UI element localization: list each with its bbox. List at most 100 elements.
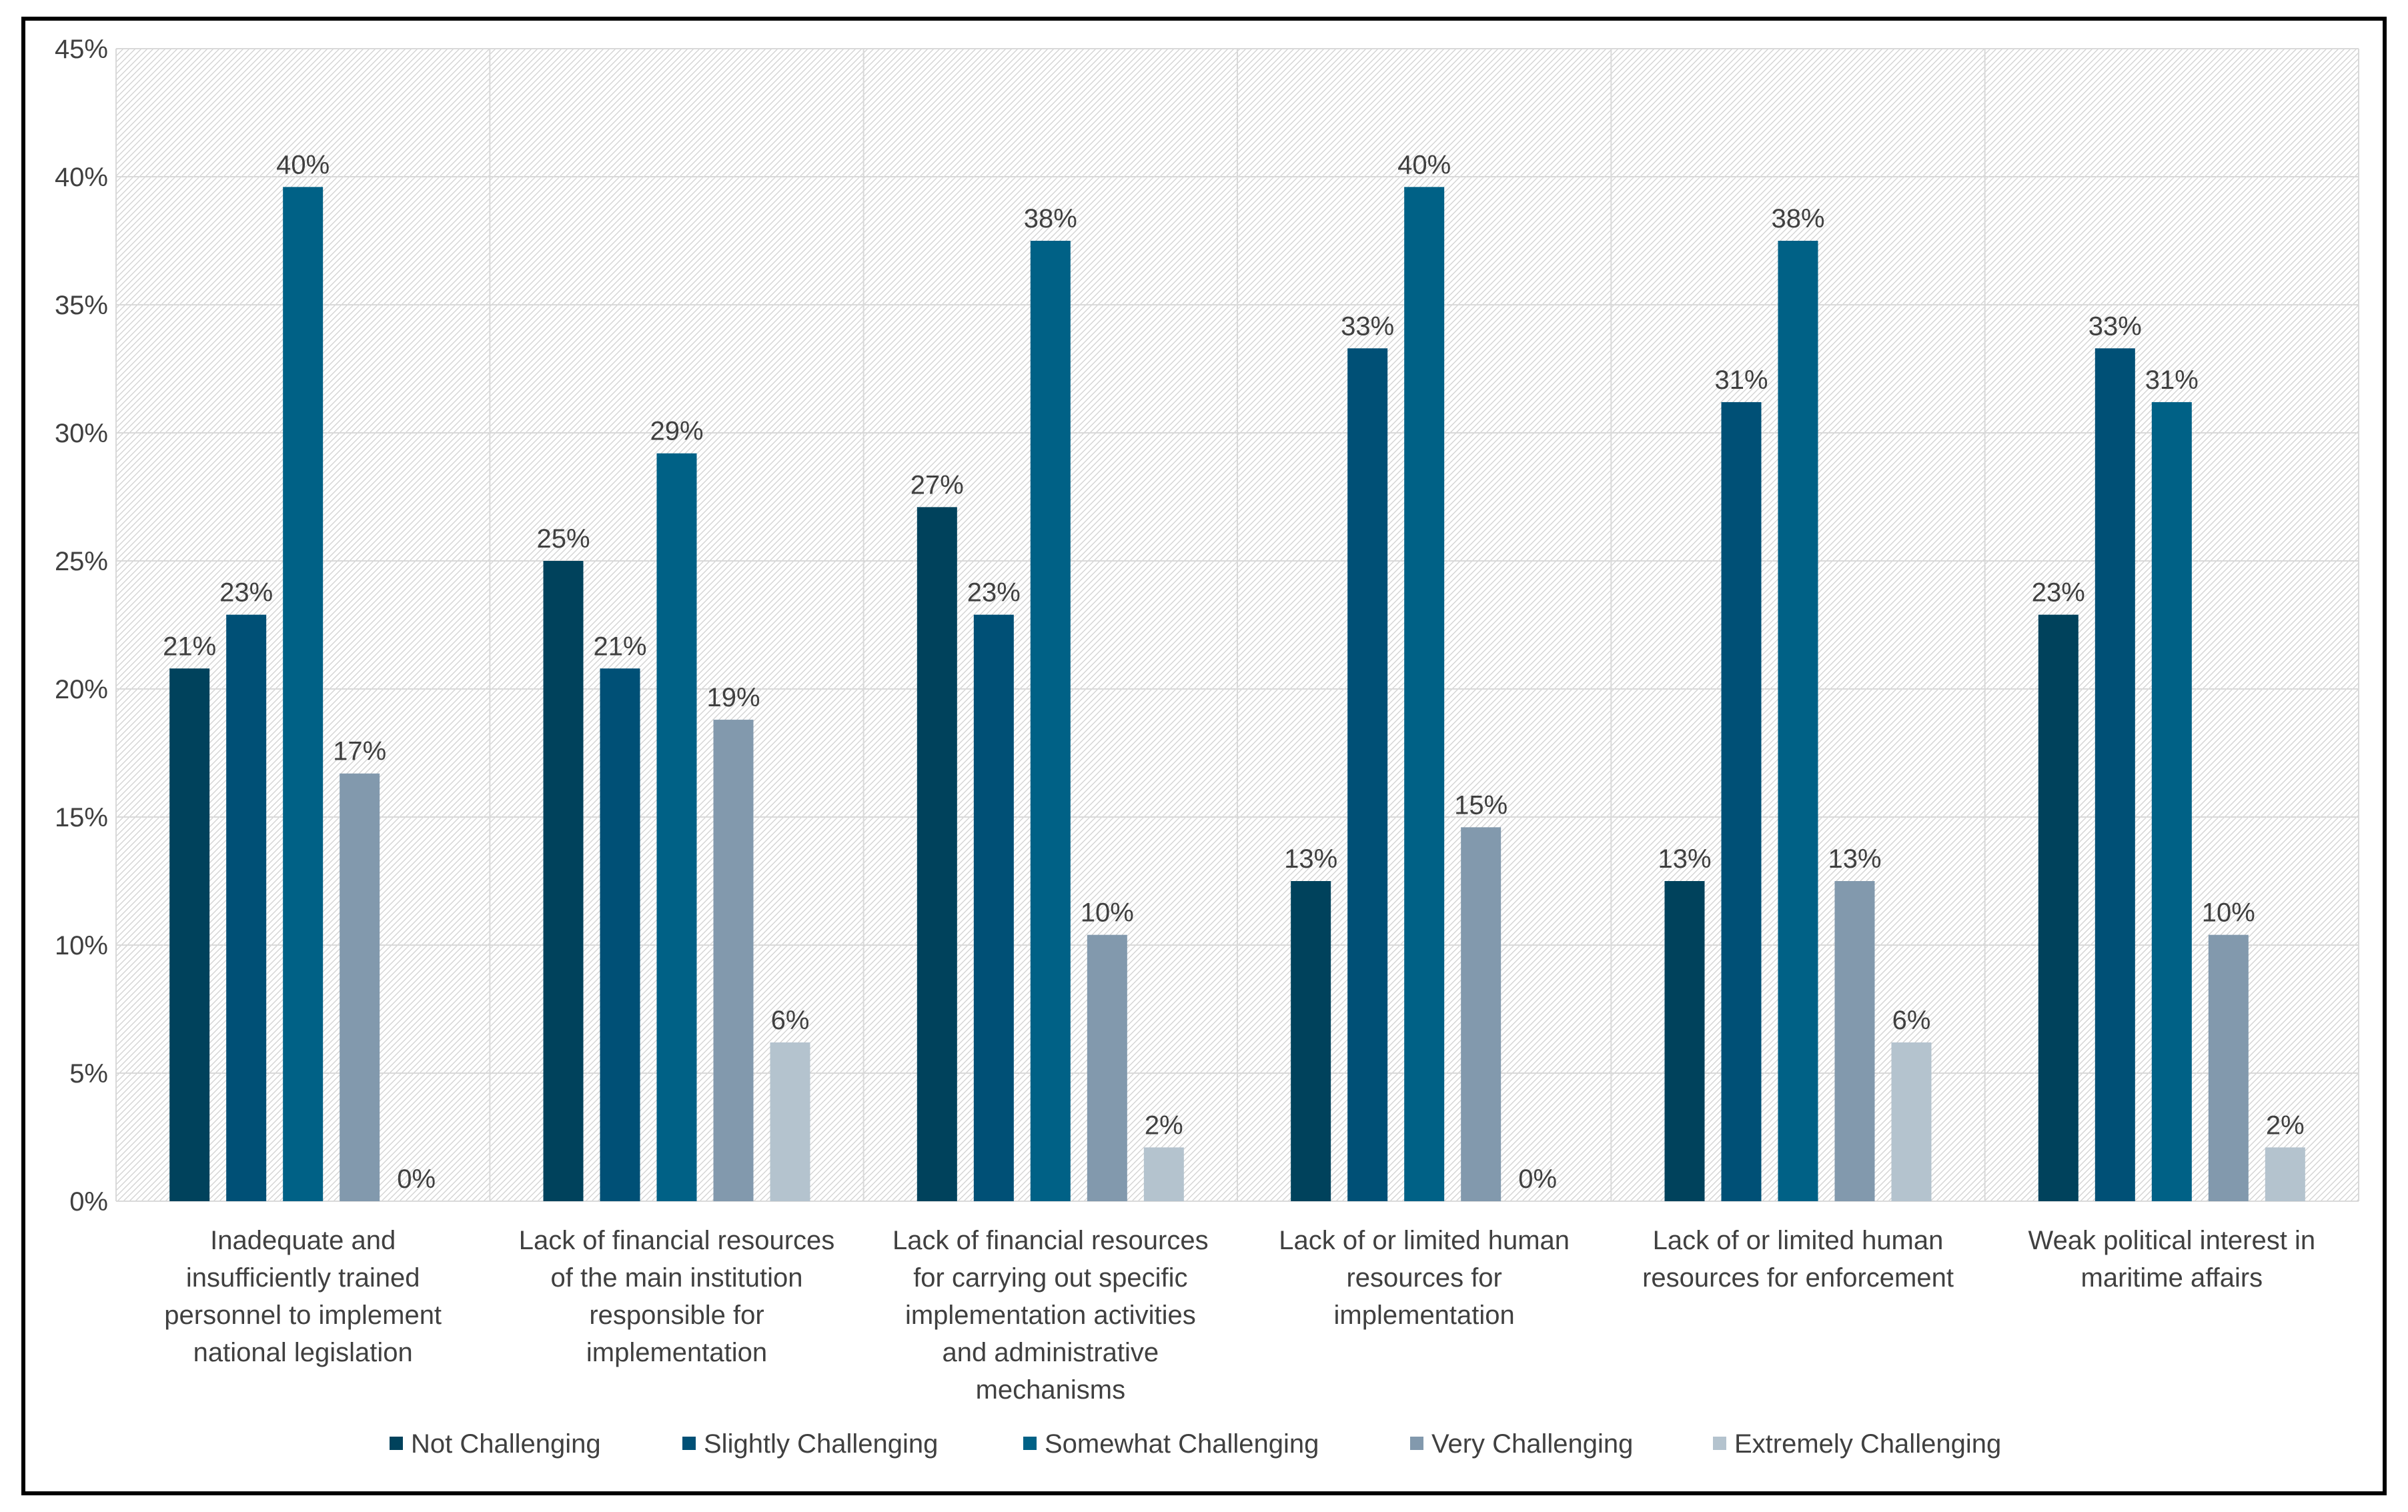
bar [973, 614, 1014, 1201]
data-label: 31% [1714, 365, 1768, 395]
data-label: 19% [706, 683, 760, 712]
data-label: 13% [1828, 844, 1881, 874]
legend-item: Extremely Challenging [1734, 1429, 2001, 1459]
y-tick-label: 10% [55, 931, 108, 960]
legend-item: Very Challenging [1431, 1429, 1633, 1459]
bar [1834, 881, 1875, 1201]
data-label: 0% [1518, 1165, 1557, 1194]
data-label: 38% [1771, 204, 1824, 233]
chart: 0%5%10%15%20%25%30%35%40%45% 21%23%40%17… [55, 35, 2359, 1459]
bar [1664, 881, 1705, 1201]
x-axis: Inadequate and insufficiently trained pers… [164, 1226, 2315, 1405]
y-tick-label: 25% [55, 547, 108, 576]
data-label: 40% [276, 150, 330, 179]
data-label: 6% [1892, 1006, 1931, 1035]
bar [1778, 241, 1818, 1201]
category-label: resources for enforcement [1642, 1263, 1954, 1293]
data-label: 21% [593, 632, 646, 661]
bar [2151, 402, 2192, 1202]
y-axis: 0% 5% 10% 15% 20% 25% 30% 35% 40% 45% [55, 35, 108, 1217]
legend-swatch [1410, 1437, 1423, 1450]
legend-item: Not Challenging [411, 1429, 601, 1459]
data-label: 27% [911, 470, 964, 500]
data-label: 15% [1454, 790, 1508, 820]
bar [1291, 881, 1331, 1201]
data-label: 10% [2202, 898, 2255, 928]
category-label: implementation [586, 1338, 767, 1367]
bar [1087, 934, 1127, 1201]
y-tick-label: 35% [55, 291, 108, 320]
category-label: implementation activities [905, 1301, 1196, 1330]
bar [1721, 402, 1762, 1202]
bar [1347, 348, 1388, 1201]
bar [600, 668, 640, 1201]
data-label: 21% [163, 632, 216, 661]
data-label: 13% [1284, 844, 1337, 874]
data-label: 2% [2266, 1110, 2305, 1140]
category-label: Weak political interest in [2028, 1226, 2316, 1255]
data-label: 40% [1397, 150, 1451, 179]
category-label: insufficiently trained [186, 1263, 420, 1293]
data-label: 23% [2032, 578, 2085, 608]
data-label: 29% [650, 417, 703, 446]
category-label: Inadequate and [210, 1226, 396, 1255]
legend-swatch [390, 1437, 403, 1450]
category-label: responsible for [589, 1301, 764, 1330]
y-tick-label: 30% [55, 419, 108, 448]
y-tick-label: 0% [69, 1187, 108, 1217]
bars [169, 187, 2305, 1202]
legend-item: Somewhat Challenging [1045, 1429, 1319, 1459]
bar [770, 1042, 810, 1201]
category-label: for carrying out specific [913, 1263, 1187, 1293]
y-tick-label: 15% [55, 803, 108, 832]
data-label: 31% [2145, 365, 2199, 395]
data-label: 10% [1081, 898, 1134, 928]
data-label: 2% [1145, 1110, 1183, 1140]
legend-swatch [682, 1437, 696, 1450]
data-label: 6% [771, 1006, 810, 1035]
data-label: 33% [2088, 311, 2142, 341]
category-label: of the main institution [551, 1263, 803, 1293]
data-label: 17% [333, 737, 386, 766]
category-label: Lack of financial resources [892, 1226, 1209, 1255]
data-label: 23% [967, 578, 1021, 608]
bar [2038, 614, 2078, 1201]
bar [2208, 934, 2249, 1201]
bar [917, 507, 957, 1201]
category-label: implementation [1334, 1301, 1515, 1330]
data-labels: 21%23%40%17%0%25%21%29%19%6%27%23%38%10%… [163, 150, 2305, 1194]
category-label: Lack of or limited human [1279, 1226, 1570, 1255]
data-label: 38% [1024, 204, 1077, 233]
bar [169, 668, 210, 1201]
data-label: 33% [1341, 311, 1394, 341]
category-label: Lack of or limited human [1653, 1226, 1944, 1255]
chart-frame: 0% 5% 10% 15% 20% 25% 30% 35% 40% 45% 21% 23% 40% 17… [21, 17, 2387, 1495]
data-label: 25% [536, 524, 590, 554]
y-tick-label: 45% [55, 35, 108, 64]
bar [713, 720, 754, 1201]
category-label: resources for [1346, 1263, 1501, 1293]
bar [1143, 1147, 1184, 1201]
bar [1404, 187, 1445, 1201]
data-label: 13% [1658, 844, 1711, 874]
bar [340, 773, 380, 1201]
legend-swatch [1713, 1437, 1726, 1450]
bar [656, 453, 697, 1201]
bar [1030, 241, 1071, 1201]
gridlines [115, 48, 2359, 1202]
category-label: national legislation [193, 1338, 413, 1367]
legend: Not Challenging Slightly Challenging Somew… [390, 1429, 2001, 1459]
bar [226, 614, 267, 1201]
y-tick-label: 5% [69, 1059, 108, 1088]
category-label: Lack of financial resources [519, 1226, 835, 1255]
legend-swatch [1023, 1437, 1037, 1450]
bar [2265, 1147, 2305, 1201]
category-label: and administrative [943, 1338, 1159, 1367]
legend-item: Slightly Challenging [704, 1429, 938, 1459]
bar [2094, 348, 2135, 1201]
bar [283, 187, 324, 1201]
category-label: maritime affairs [2081, 1263, 2263, 1293]
data-label: 23% [219, 578, 273, 608]
bar [1461, 827, 1501, 1201]
y-tick-label: 40% [55, 163, 108, 192]
